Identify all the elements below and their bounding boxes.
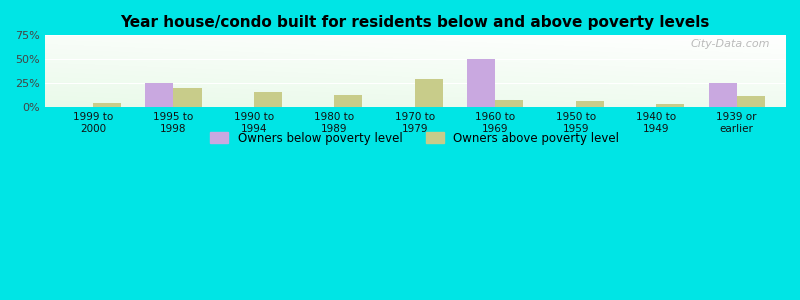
Bar xyxy=(467,59,495,107)
Bar xyxy=(254,92,282,107)
Text: City-Data.com: City-Data.com xyxy=(690,39,770,49)
Bar xyxy=(656,104,685,107)
Bar xyxy=(709,83,737,107)
Title: Year house/condo built for residents below and above poverty levels: Year house/condo built for residents bel… xyxy=(120,15,710,30)
Bar xyxy=(415,80,443,107)
Bar xyxy=(174,88,202,107)
Bar xyxy=(334,95,362,107)
Bar xyxy=(495,100,523,107)
Bar xyxy=(146,83,174,107)
Legend: Owners below poverty level, Owners above poverty level: Owners below poverty level, Owners above… xyxy=(210,132,619,145)
Bar xyxy=(93,103,121,107)
Bar xyxy=(576,100,604,107)
Bar xyxy=(737,96,765,107)
